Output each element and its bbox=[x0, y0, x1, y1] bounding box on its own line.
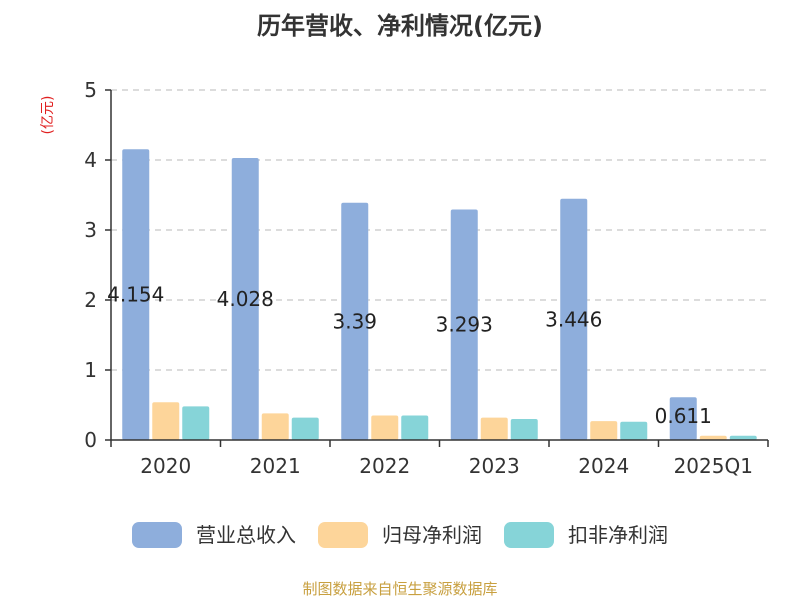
bar bbox=[152, 402, 180, 440]
y-tick-label: 0 bbox=[84, 428, 97, 452]
y-axis-unit-label: (亿元) bbox=[40, 96, 56, 135]
legend-label: 扣非净利润 bbox=[568, 523, 668, 547]
y-tick-label: 1 bbox=[84, 358, 97, 382]
x-tick-label: 2025Q1 bbox=[674, 454, 753, 478]
data-label: 3.293 bbox=[436, 313, 493, 337]
legend: 营业总收入 归母净利润 扣非净利润 bbox=[132, 522, 668, 548]
bar bbox=[510, 419, 538, 440]
bar bbox=[450, 209, 478, 440]
data-label: 0.611 bbox=[655, 404, 712, 428]
bar bbox=[620, 421, 648, 440]
x-tick-label: 2024 bbox=[578, 454, 629, 478]
bar bbox=[699, 435, 727, 440]
bar bbox=[560, 198, 588, 440]
y-tick-label: 3 bbox=[84, 218, 97, 242]
legend-swatch bbox=[318, 522, 368, 548]
x-tick-label: 2022 bbox=[359, 454, 410, 478]
bar bbox=[231, 158, 259, 441]
data-label: 3.39 bbox=[332, 309, 377, 333]
x-tick-label: 2020 bbox=[140, 454, 191, 478]
y-tick-label: 2 bbox=[84, 288, 97, 312]
legend-label: 营业总收入 bbox=[196, 523, 296, 547]
bar bbox=[341, 202, 369, 440]
x-tick-label: 2023 bbox=[469, 454, 520, 478]
data-label: 4.028 bbox=[217, 287, 274, 311]
bar bbox=[261, 413, 289, 440]
y-tick-label: 4 bbox=[84, 148, 97, 172]
data-labels: 4.154 4.028 3.39 3.293 3.446 0.611 bbox=[107, 283, 712, 429]
bar bbox=[590, 421, 618, 440]
bar bbox=[182, 406, 210, 440]
bar bbox=[480, 417, 508, 440]
bars bbox=[122, 149, 757, 441]
y-tick-label: 5 bbox=[84, 78, 97, 102]
source-note: 制图数据来自恒生聚源数据库 bbox=[302, 580, 497, 598]
x-tick-label: 2021 bbox=[250, 454, 301, 478]
bar bbox=[401, 415, 429, 440]
data-label: 3.446 bbox=[545, 307, 602, 331]
bar bbox=[371, 415, 399, 440]
bar bbox=[729, 435, 757, 440]
legend-swatch bbox=[132, 522, 182, 548]
bar bbox=[669, 397, 697, 440]
legend-label: 归母净利润 bbox=[382, 523, 482, 547]
chart-title: 历年营收、净利情况(亿元) bbox=[257, 12, 543, 40]
legend-swatch bbox=[504, 522, 554, 548]
bar bbox=[291, 417, 319, 440]
bar bbox=[122, 149, 150, 440]
axes: 0 1 2 3 4 5 2020 2021 2022 2023 2024 2025Q1 bbox=[84, 78, 769, 478]
data-label: 4.154 bbox=[107, 283, 164, 307]
